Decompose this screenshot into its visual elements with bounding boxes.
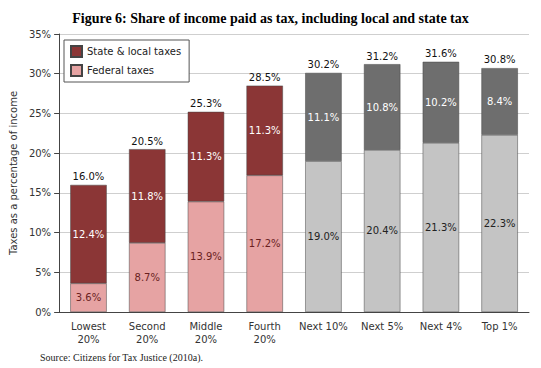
svg-text:Figure 6: Share of income paid: Figure 6: Share of income paid as tax, i…: [72, 11, 469, 26]
svg-text:20.4%: 20.4%: [366, 225, 398, 236]
svg-text:8.7%: 8.7%: [135, 272, 160, 283]
svg-text:20%: 20%: [195, 334, 217, 345]
svg-text:12.4%: 12.4%: [73, 229, 105, 240]
svg-text:20%: 20%: [254, 334, 276, 345]
svg-text:8.4%: 8.4%: [487, 96, 512, 107]
svg-text:11.8%: 11.8%: [131, 191, 163, 202]
svg-text:20%: 20%: [29, 148, 51, 159]
svg-text:19.0%: 19.0%: [308, 231, 340, 242]
svg-text:22.3%: 22.3%: [484, 218, 516, 229]
svg-text:State & local taxes: State & local taxes: [87, 46, 181, 57]
svg-text:20%: 20%: [77, 334, 99, 345]
svg-text:5%: 5%: [35, 267, 51, 278]
svg-text:Next 5%: Next 5%: [361, 321, 403, 332]
svg-text:3.6%: 3.6%: [76, 292, 101, 303]
svg-text:10.2%: 10.2%: [425, 97, 457, 108]
svg-text:30.2%: 30.2%: [308, 59, 340, 70]
svg-text:Fourth: Fourth: [249, 321, 281, 332]
svg-text:21.3%: 21.3%: [425, 222, 457, 233]
svg-text:11.1%: 11.1%: [308, 112, 340, 123]
svg-text:25%: 25%: [29, 108, 51, 119]
svg-text:10.8%: 10.8%: [366, 102, 398, 113]
svg-text:11.3%: 11.3%: [249, 125, 281, 136]
svg-text:17.2%: 17.2%: [249, 238, 281, 249]
svg-text:0%: 0%: [35, 307, 51, 318]
svg-text:20.5%: 20.5%: [131, 136, 163, 147]
svg-text:13.9%: 13.9%: [190, 251, 222, 262]
svg-text:31.6%: 31.6%: [425, 48, 457, 59]
svg-text:Second: Second: [129, 321, 166, 332]
svg-text:31.2%: 31.2%: [366, 51, 398, 62]
svg-text:28.5%: 28.5%: [249, 72, 281, 83]
svg-text:16.0%: 16.0%: [73, 171, 105, 182]
svg-text:11.3%: 11.3%: [190, 151, 222, 162]
svg-text:10%: 10%: [29, 227, 51, 238]
svg-text:Taxes as a percentage of incom: Taxes as a percentage of income: [8, 91, 19, 256]
svg-text:20%: 20%: [136, 334, 158, 345]
svg-text:15%: 15%: [29, 187, 51, 198]
svg-text:Lowest: Lowest: [71, 321, 106, 332]
svg-text:Middle: Middle: [189, 321, 222, 332]
svg-text:Source: Citizens for Tax Justi: Source: Citizens for Tax Justice (2010a)…: [40, 352, 203, 364]
svg-text:Top 1%: Top 1%: [481, 321, 518, 332]
svg-text:30%: 30%: [29, 68, 51, 79]
svg-text:Next 4%: Next 4%: [420, 321, 462, 332]
svg-text:30.8%: 30.8%: [484, 54, 516, 65]
svg-text:25.3%: 25.3%: [190, 98, 222, 109]
svg-text:Next 10%: Next 10%: [299, 321, 348, 332]
svg-text:35%: 35%: [29, 29, 51, 40]
svg-text:Federal taxes: Federal taxes: [87, 65, 154, 76]
